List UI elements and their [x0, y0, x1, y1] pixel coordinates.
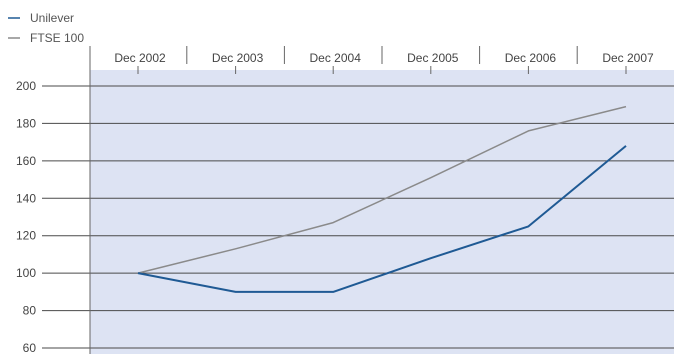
- legend-label-unilever: Unilever: [30, 11, 74, 25]
- y-tick-label-120: 120: [16, 229, 36, 243]
- x-tick-label: Dec 2002: [114, 51, 166, 65]
- x-tick-label: Dec 2007: [602, 51, 654, 65]
- plot-area: [90, 70, 674, 354]
- x-axis-labels: Dec 2002 Dec 2003 Dec 2004 Dec 2005 Dec 2006…: [114, 51, 654, 65]
- axes: [89, 46, 627, 354]
- legend-label-ftse: FTSE 100: [30, 31, 84, 45]
- x-tick-label: Dec 2005: [407, 51, 459, 65]
- y-tick-label-80: 80: [23, 304, 37, 318]
- x-tick-label: Dec 2004: [310, 51, 362, 65]
- series-line-ftse-100: [137, 105, 627, 274]
- y-tick-label-200: 200: [16, 79, 36, 93]
- y-tick-label-140: 140: [16, 191, 36, 205]
- y-tick-label-160: 160: [16, 154, 36, 168]
- y-tick-label-100: 100: [16, 266, 36, 280]
- y-tick-label-180: 180: [16, 116, 36, 130]
- x-tick-label: Dec 2006: [505, 51, 557, 65]
- series-line-unilever: [137, 145, 627, 293]
- y-axis-labels: 60 80 100 120 140 160 180 200: [16, 79, 36, 354]
- y-tick-label-60: 60: [23, 341, 37, 354]
- legend: Unilever FTSE 100: [8, 11, 84, 45]
- series-lines: [137, 105, 627, 293]
- gridlines: [42, 85, 674, 349]
- x-tick-label: Dec 2003: [212, 51, 264, 65]
